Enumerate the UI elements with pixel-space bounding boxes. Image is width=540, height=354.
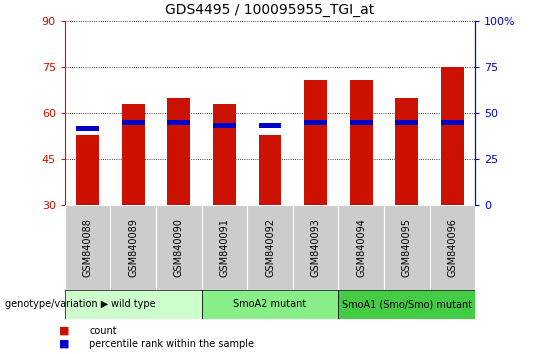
Bar [350, 80, 373, 205]
Bar [395, 98, 418, 205]
Bar [384, 205, 430, 290]
Bar [304, 120, 327, 125]
Bar [293, 205, 339, 290]
Bar [76, 135, 99, 205]
Text: ■: ■ [59, 326, 70, 336]
Bar [65, 290, 201, 319]
Text: SmoA2 mutant: SmoA2 mutant [233, 299, 307, 309]
Bar [167, 98, 190, 205]
Bar [213, 104, 236, 205]
Bar [156, 205, 201, 290]
Bar [304, 80, 327, 205]
Bar [259, 135, 281, 205]
Bar [441, 67, 464, 205]
Bar [122, 120, 145, 125]
Bar [122, 104, 145, 205]
Text: GSM840095: GSM840095 [402, 218, 412, 277]
Bar [201, 290, 339, 319]
Bar [65, 205, 110, 290]
Bar [259, 123, 281, 128]
Bar [430, 205, 475, 290]
Text: genotype/variation ▶: genotype/variation ▶ [5, 299, 109, 309]
Text: GSM840096: GSM840096 [448, 218, 457, 277]
Text: GSM840089: GSM840089 [128, 218, 138, 277]
Text: count: count [89, 326, 117, 336]
Bar [201, 205, 247, 290]
Bar [339, 205, 384, 290]
Text: GSM840092: GSM840092 [265, 218, 275, 277]
Bar [213, 123, 236, 128]
Text: GSM840090: GSM840090 [174, 218, 184, 277]
Text: GSM840093: GSM840093 [310, 218, 321, 277]
Bar [167, 120, 190, 125]
Text: SmoA1 (Smo/Smo) mutant: SmoA1 (Smo/Smo) mutant [342, 299, 472, 309]
Title: GDS4495 / 100095955_TGI_at: GDS4495 / 100095955_TGI_at [165, 4, 375, 17]
Text: GSM840091: GSM840091 [219, 218, 230, 277]
Text: GSM840088: GSM840088 [83, 218, 92, 277]
Bar [339, 290, 475, 319]
Bar [395, 120, 418, 125]
Text: percentile rank within the sample: percentile rank within the sample [89, 339, 254, 349]
Bar [350, 120, 373, 125]
Bar [247, 205, 293, 290]
Bar [110, 205, 156, 290]
Text: wild type: wild type [111, 299, 156, 309]
Bar [441, 120, 464, 125]
Bar [76, 126, 99, 131]
Text: GSM840094: GSM840094 [356, 218, 366, 277]
Text: ■: ■ [59, 339, 70, 349]
